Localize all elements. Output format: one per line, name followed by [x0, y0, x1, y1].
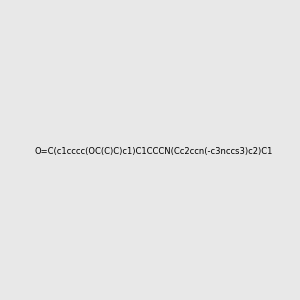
Text: O=C(c1cccc(OC(C)C)c1)C1CCCN(Cc2ccn(-c3nccs3)c2)C1: O=C(c1cccc(OC(C)C)c1)C1CCCN(Cc2ccn(-c3nc…: [34, 147, 273, 156]
